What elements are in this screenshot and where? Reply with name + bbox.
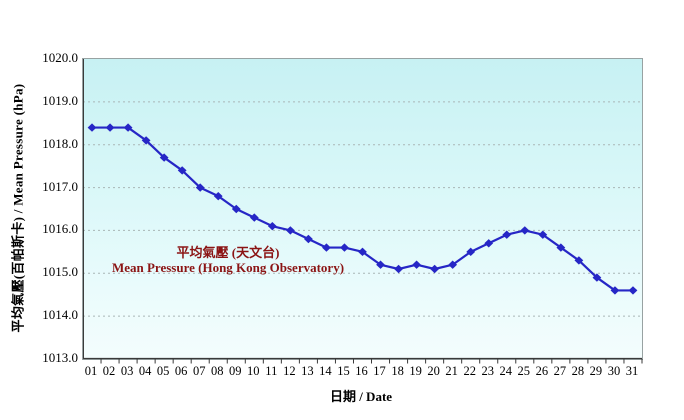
data-point-marker <box>177 166 187 175</box>
data-point-marker <box>304 234 313 244</box>
data-point-marker <box>141 136 151 145</box>
x-tick-label: 10 <box>247 364 260 378</box>
x-tick-label: 09 <box>229 364 242 378</box>
data-point-marker <box>574 256 584 265</box>
data-point-marker <box>628 286 638 295</box>
x-tick-label: 28 <box>571 364 585 378</box>
data-point-marker <box>340 243 349 252</box>
data-point-marker <box>285 226 295 235</box>
x-tick-label: 27 <box>553 364 567 378</box>
data-point-marker <box>430 264 440 274</box>
x-tick-label: 17 <box>373 364 386 378</box>
legend: 平均氣壓 (天文台) Mean Pressure (Hong Kong Obse… <box>112 245 344 275</box>
data-point-marker <box>249 213 259 222</box>
x-tick-label: 29 <box>589 364 603 378</box>
data-point-marker <box>231 204 241 214</box>
x-tick-label: 19 <box>409 364 422 378</box>
x-tick-label: 07 <box>192 364 206 378</box>
legend-label-chinese: 平均氣壓 (天文台) <box>176 245 280 260</box>
y-tick-label: 1016.0 <box>42 221 78 237</box>
data-point-marker <box>195 183 205 192</box>
x-axis-title: 日期 / Date <box>329 389 393 404</box>
x-tick-label: 22 <box>463 364 476 378</box>
x-tick-label: 01 <box>84 364 98 378</box>
data-point-marker <box>267 221 277 231</box>
y-axis-title: 平均氣壓(百帕斯卡) / Mean Pressure (hPa) <box>10 83 26 333</box>
y-tick-label: 1015.0 <box>42 264 78 280</box>
data-point-marker <box>610 286 620 295</box>
x-tick-label: 15 <box>337 364 350 378</box>
plot-area: 平均氣壓 (天文台) Mean Pressure (Hong Kong Obse… <box>82 58 643 364</box>
x-tick-label: 30 <box>607 364 621 378</box>
x-tick-label: 18 <box>391 364 404 378</box>
data-point-marker <box>322 243 331 252</box>
data-point-marker <box>448 260 458 269</box>
x-tick-label: 06 <box>174 364 188 378</box>
data-point-marker <box>556 243 566 252</box>
y-tick-label: 1017.0 <box>42 178 78 194</box>
data-point-marker <box>87 123 97 132</box>
x-tick-label: 21 <box>445 364 458 378</box>
data-point-marker <box>520 226 530 235</box>
data-point-marker <box>376 260 385 269</box>
y-tick-label: 1013.0 <box>42 350 78 365</box>
y-tick-label: 1014.0 <box>42 307 78 323</box>
x-tick-label: 25 <box>517 364 531 378</box>
data-point-marker <box>412 260 421 269</box>
x-tick-label: 04 <box>138 364 152 378</box>
x-tick-label: 03 <box>120 364 134 378</box>
x-tick-label: 14 <box>319 364 332 378</box>
x-tick-label: 20 <box>427 364 440 378</box>
data-point-marker <box>484 239 494 248</box>
data-point-marker <box>159 153 169 162</box>
data-point-marker <box>123 123 133 132</box>
data-point-marker <box>502 230 512 239</box>
x-tick-label: 23 <box>481 364 494 378</box>
data-point-marker <box>394 264 403 274</box>
x-tick-label: 12 <box>283 364 296 378</box>
x-tick-label: 13 <box>301 364 314 378</box>
y-tick-label: 1018.0 <box>42 135 78 151</box>
data-point-marker <box>592 273 602 282</box>
y-tick-label: 1020.0 <box>42 50 78 65</box>
x-tick-label: 05 <box>156 364 170 378</box>
x-tick-label: 02 <box>102 364 116 378</box>
x-tick-label: 08 <box>210 364 224 378</box>
data-point-marker <box>105 123 115 132</box>
x-tick-label: 26 <box>535 364 549 378</box>
data-point-marker <box>466 247 476 257</box>
data-point-marker <box>213 191 223 201</box>
y-tick-label: 1019.0 <box>42 92 78 108</box>
x-tick-label: 16 <box>355 364 368 378</box>
mean-pressure-line-chart <box>83 59 643 364</box>
data-point-marker <box>358 247 367 257</box>
legend-label-english: Mean Pressure (Hong Kong Observatory) <box>111 260 345 275</box>
x-tick-label: 24 <box>499 364 513 378</box>
data-point-marker <box>538 230 548 239</box>
x-tick-label: 11 <box>265 364 278 378</box>
x-tick-label: 31 <box>625 364 639 378</box>
